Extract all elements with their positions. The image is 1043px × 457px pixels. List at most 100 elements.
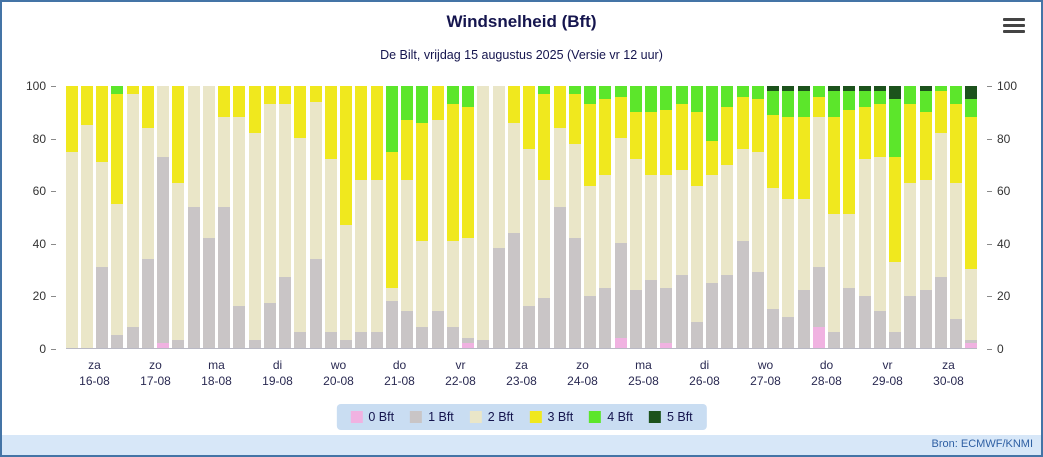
stacked-bar[interactable] — [279, 86, 291, 348]
segment-3-bft — [813, 96, 825, 118]
legend-item-2-bft[interactable]: 2 Bft — [469, 410, 514, 424]
stacked-bar[interactable] — [752, 86, 764, 348]
date-label: 19-08 — [262, 374, 293, 388]
stacked-bar[interactable] — [142, 86, 154, 348]
day-group-19-08 — [249, 86, 306, 348]
stacked-bar[interactable] — [340, 86, 352, 348]
stacked-bar[interactable] — [615, 86, 627, 348]
segment-1-bft — [279, 277, 291, 348]
stacked-bar[interactable] — [782, 86, 794, 348]
x-axis-label: ma 25-08 — [615, 357, 672, 389]
stacked-bar[interactable] — [584, 86, 596, 348]
stacked-bar[interactable] — [599, 86, 611, 348]
stacked-bar[interactable] — [889, 86, 901, 348]
stacked-bar[interactable] — [508, 86, 520, 348]
segment-3-bft — [447, 104, 459, 241]
stacked-bar[interactable] — [554, 86, 566, 348]
segment-2-bft — [538, 180, 550, 299]
day-group-18-08 — [188, 86, 245, 348]
segment-1-bft — [508, 232, 520, 348]
legend-label: 4 Bft — [607, 410, 633, 424]
stacked-bar[interactable] — [721, 86, 733, 348]
stacked-bar[interactable] — [965, 86, 977, 348]
segment-1-bft — [203, 237, 215, 348]
stacked-bar[interactable] — [691, 86, 703, 348]
stacked-bar[interactable] — [157, 86, 169, 348]
stacked-bar[interactable] — [676, 86, 688, 348]
segment-2-bft — [188, 86, 200, 207]
legend-item-3-bft[interactable]: 3 Bft — [529, 410, 573, 424]
stacked-bar[interactable] — [523, 86, 535, 348]
stacked-bar[interactable] — [249, 86, 261, 348]
stacked-bar[interactable] — [310, 86, 322, 348]
stacked-bar[interactable] — [111, 86, 123, 348]
stacked-bar[interactable] — [904, 86, 916, 348]
stacked-bar[interactable] — [96, 86, 108, 348]
segment-2-bft — [615, 138, 627, 244]
segment-1-bft — [188, 206, 200, 348]
segment-2-bft — [965, 269, 977, 341]
stacked-bar[interactable] — [660, 86, 672, 348]
stacked-bar[interactable] — [706, 86, 718, 348]
stacked-bar[interactable] — [843, 86, 855, 348]
segment-3-bft — [264, 86, 276, 105]
segment-4-bft — [111, 86, 123, 94]
stacked-bar[interactable] — [81, 86, 93, 348]
stacked-bar[interactable] — [386, 86, 398, 348]
stacked-bar[interactable] — [462, 86, 474, 348]
stacked-bar[interactable] — [432, 86, 444, 348]
stacked-bar[interactable] — [264, 86, 276, 348]
date-label: 28-08 — [811, 374, 842, 388]
legend-item-5-bft[interactable]: 5 Bft — [648, 410, 693, 424]
stacked-bar[interactable] — [569, 86, 581, 348]
y-tick-label: 20 — [32, 289, 46, 304]
stacked-bar[interactable] — [477, 86, 489, 348]
stacked-bar[interactable] — [203, 86, 215, 348]
segment-4-bft — [660, 86, 672, 110]
stacked-bar[interactable] — [813, 86, 825, 348]
stacked-bar[interactable] — [538, 86, 550, 348]
segment-4-bft — [447, 86, 459, 105]
stacked-bar[interactable] — [447, 86, 459, 348]
stacked-bar[interactable] — [874, 86, 886, 348]
stacked-bar[interactable] — [355, 86, 367, 348]
y-tick-mark — [51, 243, 56, 245]
stacked-bar[interactable] — [416, 86, 428, 348]
segment-2-bft — [721, 164, 733, 275]
segment-3-bft — [386, 151, 398, 288]
stacked-bar[interactable] — [294, 86, 306, 348]
stacked-bar[interactable] — [630, 86, 642, 348]
stacked-bar[interactable] — [401, 86, 413, 348]
y-tick-mark — [987, 243, 992, 245]
segment-0-bft — [462, 342, 474, 348]
stacked-bar[interactable] — [172, 86, 184, 348]
stacked-bar[interactable] — [325, 86, 337, 348]
segment-2-bft — [493, 86, 505, 249]
stacked-bar[interactable] — [371, 86, 383, 348]
stacked-bar[interactable] — [493, 86, 505, 348]
segment-2-bft — [279, 104, 291, 278]
stacked-bar[interactable] — [859, 86, 871, 348]
stacked-bar[interactable] — [233, 86, 245, 348]
stacked-bar[interactable] — [828, 86, 840, 348]
legend-item-1-bft[interactable]: 1 Bft — [410, 410, 454, 424]
stacked-bar[interactable] — [935, 86, 947, 348]
stacked-bar[interactable] — [645, 86, 657, 348]
hamburger-menu-icon[interactable] — [1003, 18, 1025, 36]
segment-4-bft — [615, 86, 627, 97]
stacked-bar[interactable] — [188, 86, 200, 348]
stacked-bar[interactable] — [767, 86, 779, 348]
stacked-bar[interactable] — [950, 86, 962, 348]
stacked-bar[interactable] — [127, 86, 139, 348]
legend-item-4-bft[interactable]: 4 Bft — [589, 410, 633, 424]
segment-2-bft — [920, 180, 932, 291]
stacked-bar[interactable] — [66, 86, 78, 348]
stacked-bar[interactable] — [218, 86, 230, 348]
weekday-label: za — [942, 358, 955, 372]
segment-1-bft — [523, 306, 535, 348]
stacked-bar[interactable] — [798, 86, 810, 348]
y-tick-label: 0 — [39, 342, 46, 356]
legend-item-0-bft[interactable]: 0 Bft — [350, 410, 394, 424]
stacked-bar[interactable] — [920, 86, 932, 348]
stacked-bar[interactable] — [737, 86, 749, 348]
